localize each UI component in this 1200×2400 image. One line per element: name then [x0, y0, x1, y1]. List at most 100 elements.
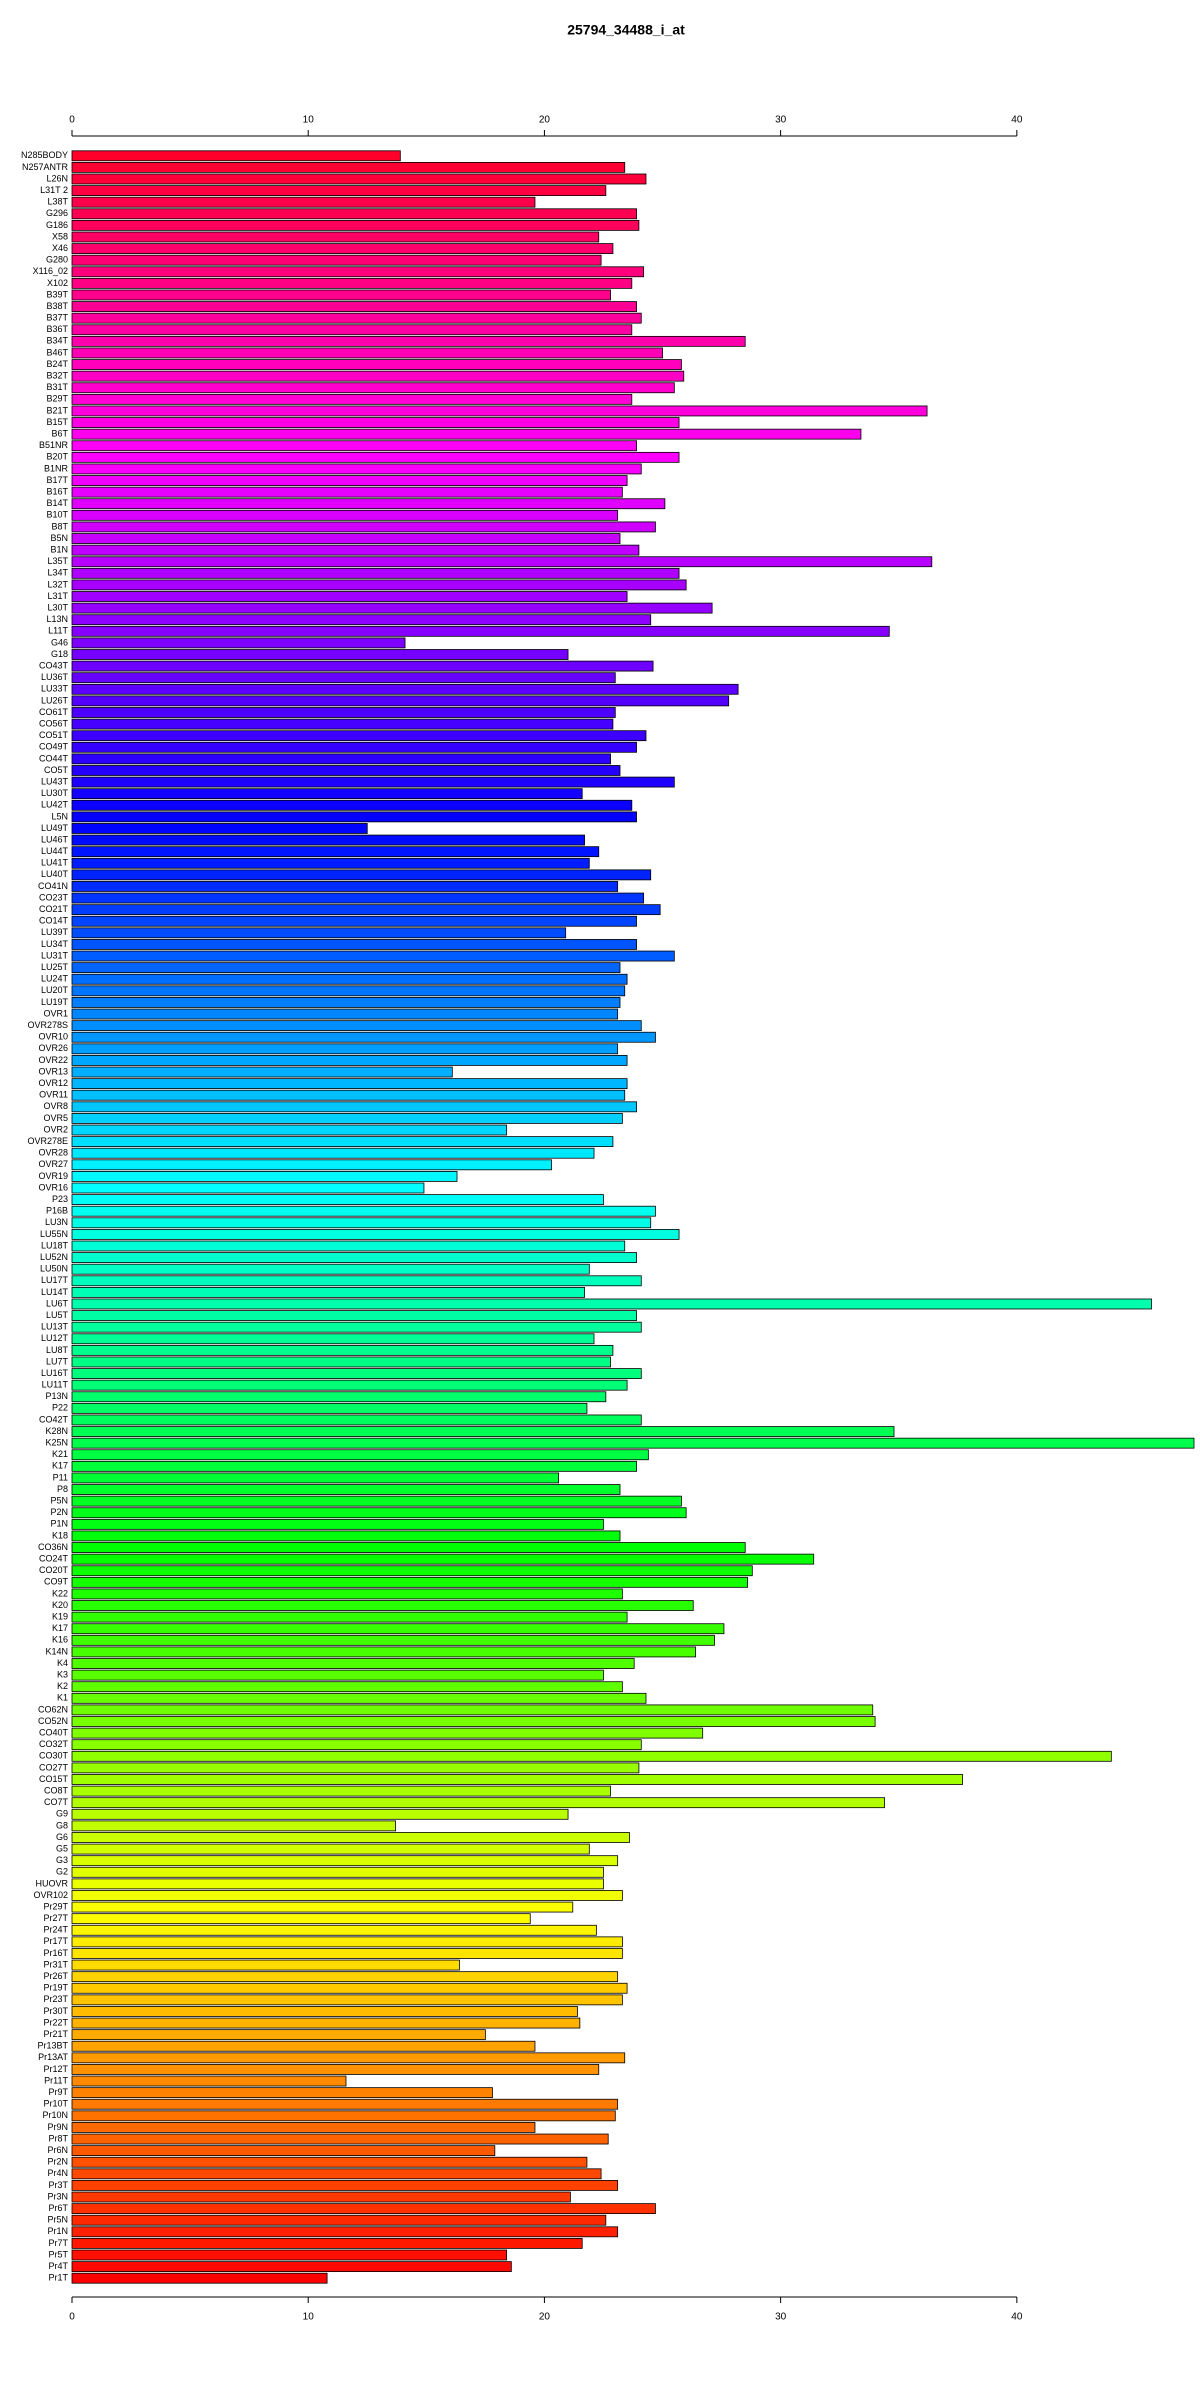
bar — [71, 823, 368, 834]
chart-title: 25794_34488_i_at — [567, 22, 685, 38]
y-tick-label: P16B — [46, 1206, 68, 1216]
y-tick-label: P11 — [53, 1472, 68, 1482]
x-tick-label: 10 — [303, 2312, 315, 2323]
bar — [71, 741, 637, 753]
y-tick-label: B46T — [46, 347, 68, 357]
y-tick-label: Pr11T — [44, 2075, 68, 2085]
bar — [71, 1518, 604, 1530]
bar — [71, 1507, 687, 1519]
x-tick-label: 20 — [539, 2312, 551, 2323]
bar — [71, 1762, 640, 1774]
bar — [71, 370, 685, 382]
y-tick-label: Pr4N — [47, 2168, 68, 2178]
bar — [71, 544, 640, 556]
bar — [71, 1263, 590, 1275]
bar — [71, 486, 623, 498]
y-tick-label: Pr27T — [43, 1913, 68, 1923]
y-tick-label: K3 — [57, 1669, 68, 1679]
bar — [71, 347, 663, 359]
bar — [71, 1843, 590, 1855]
bar — [71, 1739, 642, 1751]
y-tick-label: Pr17T — [43, 1936, 68, 1946]
bar — [71, 2075, 347, 2087]
bar — [71, 1797, 885, 1809]
y-tick-label: Pr9T — [48, 2087, 68, 2097]
bar — [71, 1275, 642, 1287]
y-tick-label: LU19T — [41, 997, 69, 1007]
y-tick-label: CO51T — [39, 730, 69, 740]
y-tick-label: P13N — [45, 1391, 68, 1401]
y-tick-label: CO23T — [39, 892, 69, 902]
y-tick-label: B37T — [46, 313, 68, 323]
bar — [71, 2168, 602, 2180]
y-tick-label: OVR22 — [38, 1055, 68, 1065]
y-tick-label: X116_02 — [33, 266, 68, 276]
y-tick-label: Pr1T — [48, 2273, 68, 2283]
bar — [71, 1043, 619, 1055]
y-tick-label: Pr30T — [43, 2006, 68, 2016]
y-tick-label: OVR2 — [43, 1124, 68, 1134]
bar — [71, 521, 656, 533]
y-tick-label: B16T — [46, 487, 68, 497]
x-tick-label: 0 — [69, 115, 75, 126]
bar — [71, 1948, 623, 1959]
bar — [71, 1982, 628, 1994]
y-tick-label: G6 — [56, 1832, 68, 1842]
bar — [71, 892, 645, 904]
bar — [71, 997, 621, 1008]
y-tick-label: LU8T — [46, 1345, 69, 1355]
y-tick-label: P2N — [50, 1507, 68, 1517]
y-tick-label: LU36T — [41, 672, 69, 682]
y-tick-label: CO21T — [39, 904, 69, 914]
y-tick-label: LU16T — [41, 1368, 69, 1378]
y-tick-label: Pr26T — [43, 1971, 68, 1981]
y-tick-label: OVR26 — [38, 1043, 68, 1053]
bar — [71, 637, 406, 649]
bar — [71, 881, 619, 892]
y-tick-label: L13N — [46, 614, 68, 624]
bar — [71, 1994, 623, 2006]
y-tick-label: B36T — [46, 324, 68, 334]
bar — [71, 1901, 574, 1913]
bar — [71, 1078, 628, 1090]
bar — [71, 277, 633, 289]
bar — [71, 1217, 652, 1229]
y-tick-label: Pr2N — [47, 2157, 68, 2167]
bar — [71, 1333, 595, 1345]
y-tick-label: Pr5T — [48, 2249, 68, 2259]
bar — [71, 846, 600, 858]
bar — [71, 1704, 874, 1716]
bar — [71, 927, 567, 939]
y-tick-label: Pr16T — [43, 1948, 68, 1958]
bar — [71, 1542, 746, 1553]
y-tick-label: CO9T — [44, 1577, 69, 1587]
bar — [71, 2238, 583, 2249]
bar — [71, 625, 890, 637]
y-tick-label: LU11T — [42, 1380, 69, 1390]
bar — [71, 2098, 619, 2110]
y-tick-label: B32T — [46, 371, 68, 381]
y-tick-label: Pr5N — [47, 2215, 68, 2225]
y-tick-label: K28N — [45, 1426, 68, 1436]
bar — [71, 2145, 496, 2157]
y-tick-label: LU52N — [40, 1252, 68, 1262]
y-tick-label: CO44T — [39, 753, 69, 763]
bar — [71, 1936, 623, 1948]
bar — [71, 1576, 748, 1588]
bar — [71, 243, 614, 254]
bar — [71, 869, 652, 881]
x-tick-label: 30 — [775, 115, 787, 126]
y-tick-label: K4 — [57, 1658, 68, 1668]
x-tick-label: 10 — [303, 115, 315, 126]
y-tick-label: Pr4T — [48, 2261, 68, 2271]
bar — [71, 1820, 397, 1832]
y-tick-label: K1 — [57, 1693, 68, 1703]
bar — [71, 1031, 656, 1043]
y-tick-label: B5N — [50, 533, 68, 543]
y-tick-label: LU7T — [46, 1356, 69, 1366]
bar — [71, 985, 626, 997]
bar — [71, 591, 628, 602]
x-tick-label: 0 — [69, 2312, 75, 2323]
bar — [71, 498, 666, 510]
y-tick-label: LU55N — [40, 1229, 68, 1239]
